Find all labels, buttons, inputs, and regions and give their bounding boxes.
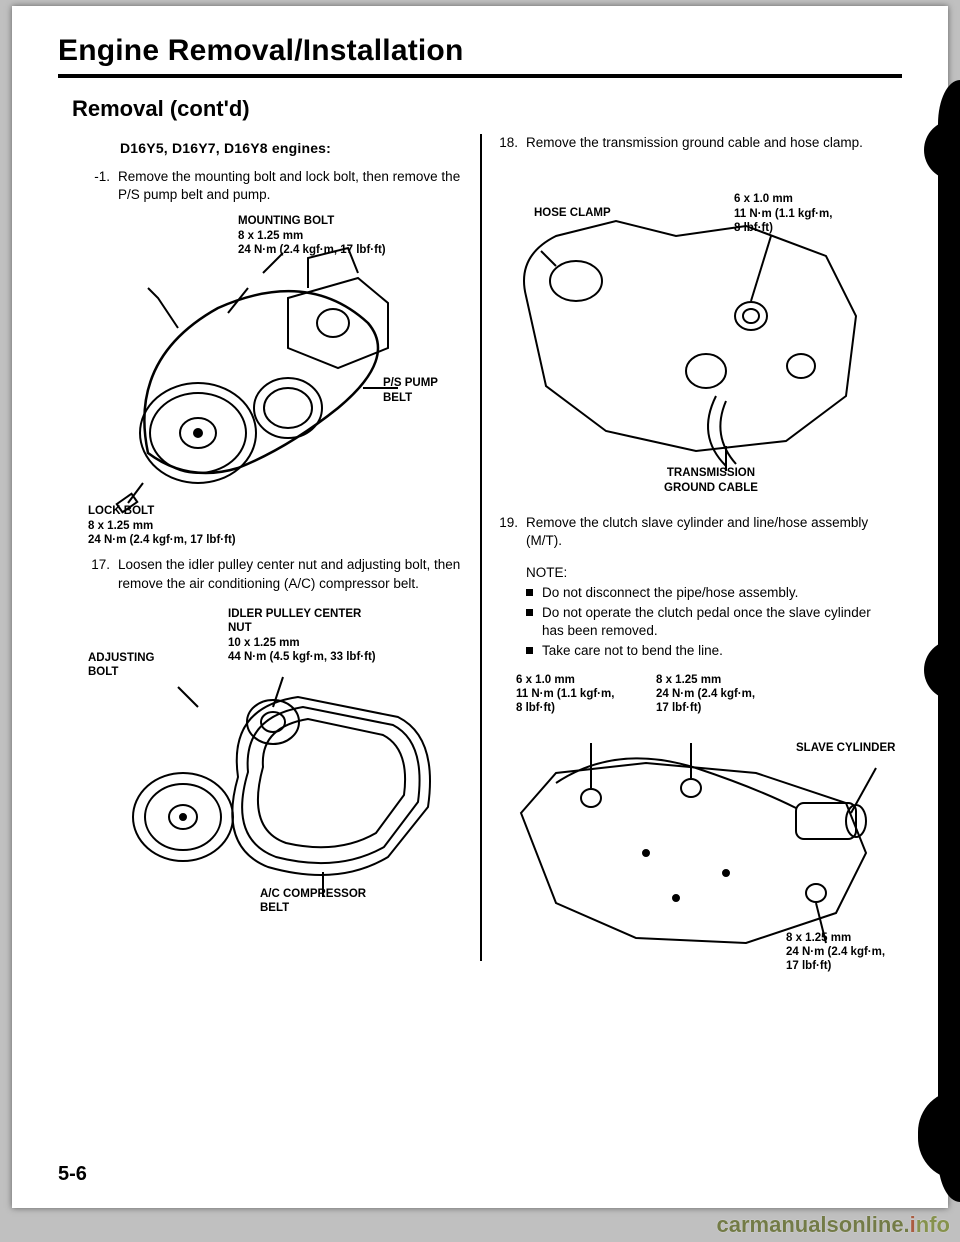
label-hose-clamp: HOSE CLAMP xyxy=(534,206,611,220)
note-title: NOTE: xyxy=(526,565,890,580)
page-title: Engine Removal/Installation xyxy=(58,34,902,68)
step-num: 18. xyxy=(496,134,526,152)
page: Engine Removal/Installation Removal (con… xyxy=(12,6,948,1208)
step-body: Remove the clutch slave cylinder and lin… xyxy=(526,514,890,550)
label-idler-nut: IDLER PULLEY CENTER NUT 10 x 1.25 mm 44 … xyxy=(228,607,376,665)
note-list: Do not disconnect the pipe/hose assembly… xyxy=(526,584,890,661)
step-num: 19. xyxy=(496,514,526,550)
section-title: Removal (cont'd) xyxy=(72,96,902,122)
label-bolt-8x125-a: 8 x 1.25 mm 24 N·m (2.4 kgf·m, 17 lbf·ft… xyxy=(656,673,755,716)
step-num: 17. xyxy=(88,556,118,592)
label-bolt-6x10-b: 6 x 1.0 mm 11 N·m (1.1 kgf·m, 8 lbf·ft) xyxy=(516,673,614,716)
step-body: Remove the transmission ground cable and… xyxy=(526,134,890,152)
watermark-tail: nfo xyxy=(916,1212,950,1237)
label-trans-ground: TRANSMISSION GROUND CABLE xyxy=(664,466,758,495)
figure-ps-pump: MOUNTING BOLT 8 x 1.25 mm 24 N·m (2.4 kg… xyxy=(88,218,464,538)
label-ac-belt: A/C COMPRESSOR BELT xyxy=(260,887,366,916)
step-body: Loosen the idler pulley center nut and a… xyxy=(118,556,464,592)
left-column: D16Y5, D16Y7, D16Y8 engines: -1. Remove … xyxy=(58,134,480,1001)
columns: D16Y5, D16Y7, D16Y8 engines: -1. Remove … xyxy=(58,134,902,1001)
right-column: 18. Remove the transmission ground cable… xyxy=(480,134,902,1001)
label-lock-bolt: LOCK BOLT 8 x 1.25 mm 24 N·m (2.4 kgf·m,… xyxy=(88,504,236,547)
figure-slave-cylinder: 6 x 1.0 mm 11 N·m (1.1 kgf·m, 8 lbf·ft) … xyxy=(496,673,890,983)
step-19: 19. Remove the clutch slave cylinder and… xyxy=(496,514,890,550)
label-bolt-6x10: 6 x 1.0 mm 11 N·m (1.1 kgf·m, 8 lbf·ft) xyxy=(734,192,832,235)
note-item: Do not operate the clutch pedal once the… xyxy=(526,604,890,640)
step-18: 18. Remove the transmission ground cable… xyxy=(496,134,890,152)
step-num: -1. xyxy=(88,168,118,204)
note-item: Do not disconnect the pipe/hose assembly… xyxy=(526,584,890,602)
engines-line: D16Y5, D16Y7, D16Y8 engines: xyxy=(120,140,464,156)
watermark-pre: carmanualsonline. xyxy=(716,1212,909,1237)
figure-ac-compressor: ADJUSTING BOLT IDLER PULLEY CENTER NUT 1… xyxy=(88,607,464,917)
scan-wrap: Engine Removal/Installation Removal (con… xyxy=(0,0,960,1242)
label-slave-cylinder: SLAVE CYLINDER xyxy=(796,741,895,755)
figure-trans-cable: HOSE CLAMP 6 x 1.0 mm 11 N·m (1.1 kgf·m,… xyxy=(496,166,890,496)
step-17: 17. Loosen the idler pulley center nut a… xyxy=(88,556,464,592)
label-bolt-8x125-b: 8 x 1.25 mm 24 N·m (2.4 kgf·m, 17 lbf·ft… xyxy=(786,931,885,974)
step-body: Remove the mounting bolt and lock bolt, … xyxy=(118,168,464,204)
note-item: Take care not to bend the line. xyxy=(526,642,890,660)
title-rule xyxy=(58,74,902,78)
label-ps-pump-belt: P/S PUMP BELT xyxy=(383,376,438,405)
page-number: 5-6 xyxy=(58,1163,87,1186)
step-neg1: -1. Remove the mounting bolt and lock bo… xyxy=(88,168,464,204)
label-adjusting-bolt: ADJUSTING BOLT xyxy=(88,651,154,680)
label-mounting-bolt: MOUNTING BOLT 8 x 1.25 mm 24 N·m (2.4 kg… xyxy=(238,214,386,257)
watermark: carmanualsonline.info xyxy=(716,1212,950,1238)
